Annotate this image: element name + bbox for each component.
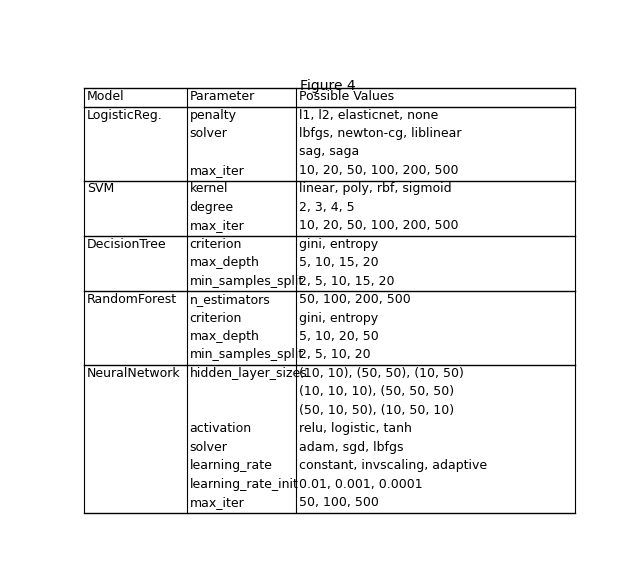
Text: NeuralNetwork: NeuralNetwork xyxy=(87,367,180,380)
Text: linear, poly, rbf, sigmoid: linear, poly, rbf, sigmoid xyxy=(299,182,451,195)
Text: solver: solver xyxy=(189,441,227,454)
Text: criterion: criterion xyxy=(189,238,242,251)
Text: 10, 20, 50, 100, 200, 500: 10, 20, 50, 100, 200, 500 xyxy=(299,219,458,232)
Text: adam, sgd, lbfgs: adam, sgd, lbfgs xyxy=(299,441,403,454)
Text: n_estimators: n_estimators xyxy=(189,293,270,306)
Text: min_samples_split: min_samples_split xyxy=(189,274,304,288)
Text: Figure 4: Figure 4 xyxy=(300,79,356,93)
Text: learning_rate: learning_rate xyxy=(189,459,273,472)
Text: max_iter: max_iter xyxy=(189,219,244,232)
Text: hidden_layer_sizes: hidden_layer_sizes xyxy=(189,367,307,380)
Text: 50, 100, 500: 50, 100, 500 xyxy=(299,496,379,509)
Text: criterion: criterion xyxy=(189,311,242,324)
Text: (10, 10, 10), (50, 50, 50): (10, 10, 10), (50, 50, 50) xyxy=(299,385,454,398)
Text: SVM: SVM xyxy=(87,182,114,195)
Text: 5, 10, 15, 20: 5, 10, 15, 20 xyxy=(299,256,378,269)
Text: activation: activation xyxy=(189,422,252,435)
Text: DecisionTree: DecisionTree xyxy=(87,238,166,251)
Text: LogisticReg.: LogisticReg. xyxy=(87,108,163,122)
Text: gini, entropy: gini, entropy xyxy=(299,238,378,251)
Text: kernel: kernel xyxy=(189,182,228,195)
Text: Model: Model xyxy=(87,90,125,103)
Text: 2, 5, 10, 20: 2, 5, 10, 20 xyxy=(299,349,371,361)
Text: Parameter: Parameter xyxy=(189,90,255,103)
Text: relu, logistic, tanh: relu, logistic, tanh xyxy=(299,422,412,435)
Text: 10, 20, 50, 100, 200, 500: 10, 20, 50, 100, 200, 500 xyxy=(299,164,458,177)
Text: 2, 3, 4, 5: 2, 3, 4, 5 xyxy=(299,201,355,214)
Text: max_depth: max_depth xyxy=(189,330,259,343)
Text: constant, invscaling, adaptive: constant, invscaling, adaptive xyxy=(299,459,487,472)
Text: l1, l2, elasticnet, none: l1, l2, elasticnet, none xyxy=(299,108,438,122)
Text: (50, 10, 50), (10, 50, 10): (50, 10, 50), (10, 50, 10) xyxy=(299,404,454,417)
Text: 50, 100, 200, 500: 50, 100, 200, 500 xyxy=(299,293,410,306)
Text: learning_rate_init: learning_rate_init xyxy=(189,477,298,491)
Text: degree: degree xyxy=(189,201,234,214)
Text: sag, saga: sag, saga xyxy=(299,146,359,158)
Text: 2, 5, 10, 15, 20: 2, 5, 10, 15, 20 xyxy=(299,274,394,288)
Text: min_samples_split: min_samples_split xyxy=(189,349,304,361)
Text: max_iter: max_iter xyxy=(189,164,244,177)
Text: (10, 10), (50, 50), (10, 50): (10, 10), (50, 50), (10, 50) xyxy=(299,367,463,380)
Text: solver: solver xyxy=(189,127,227,140)
Text: max_iter: max_iter xyxy=(189,496,244,509)
Text: RandomForest: RandomForest xyxy=(87,293,177,306)
Text: Possible Values: Possible Values xyxy=(299,90,394,103)
Text: 5, 10, 20, 50: 5, 10, 20, 50 xyxy=(299,330,378,343)
Text: gini, entropy: gini, entropy xyxy=(299,311,378,324)
Text: max_depth: max_depth xyxy=(189,256,259,269)
Text: 0.01, 0.001, 0.0001: 0.01, 0.001, 0.0001 xyxy=(299,477,422,491)
Text: lbfgs, newton-cg, liblinear: lbfgs, newton-cg, liblinear xyxy=(299,127,461,140)
Text: penalty: penalty xyxy=(189,108,237,122)
